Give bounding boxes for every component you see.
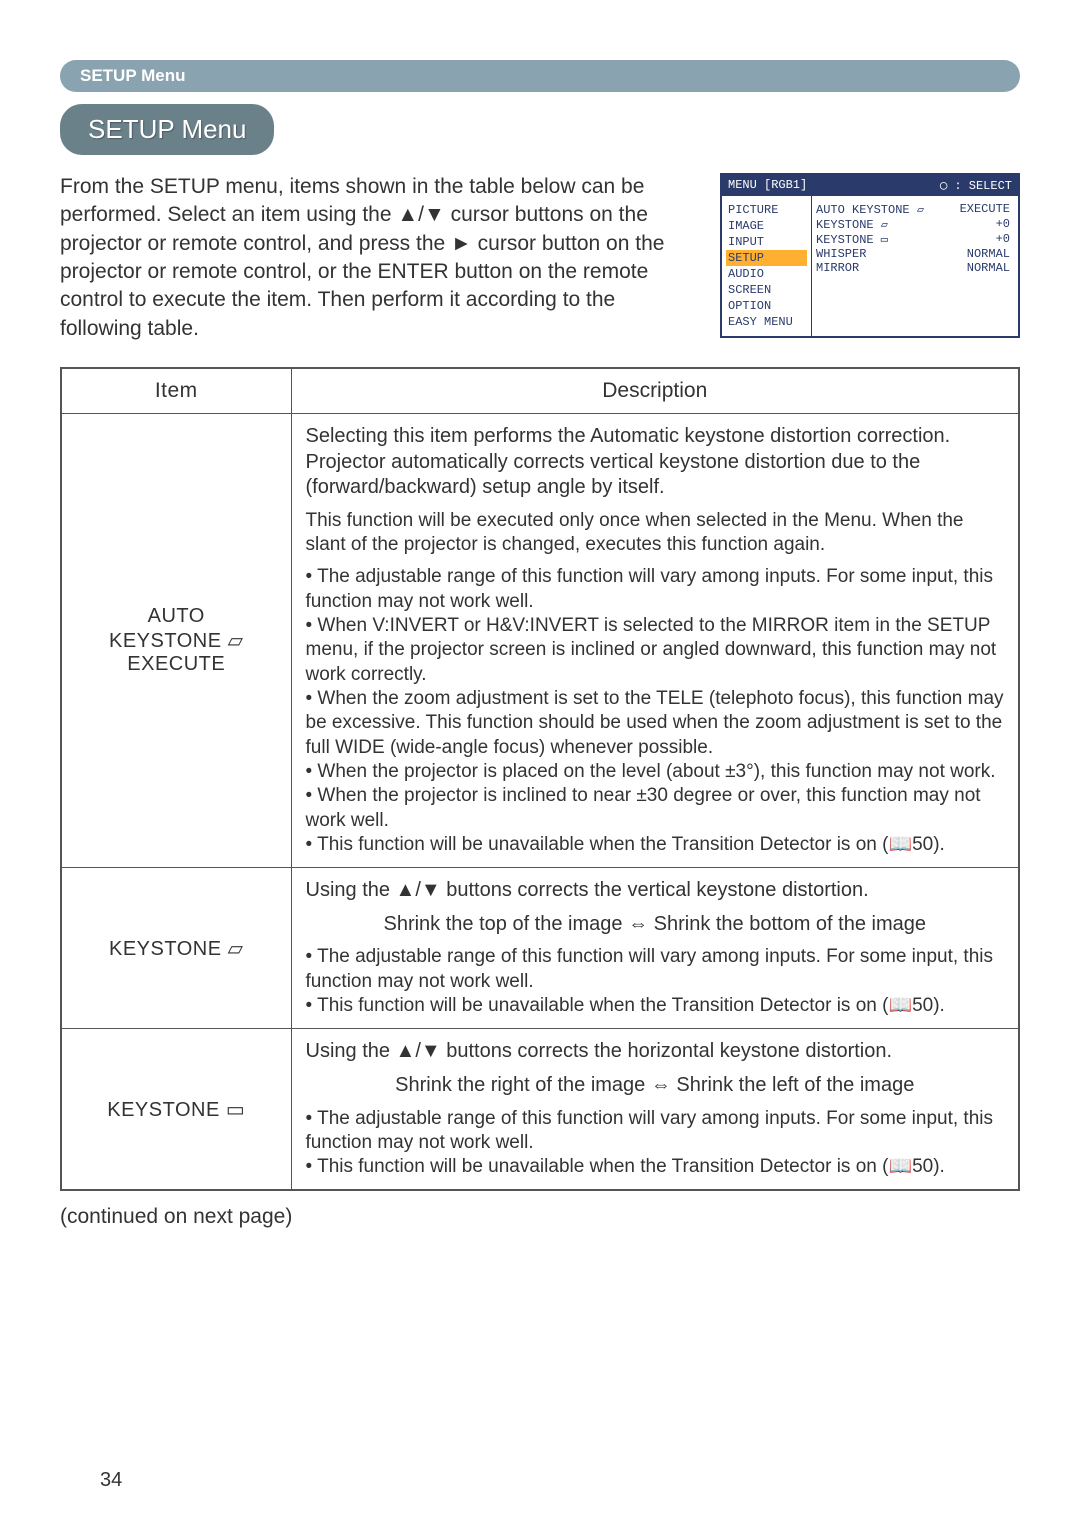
description-cell: Using the ▲/▼ buttons corrects the horiz… <box>291 1029 1019 1191</box>
osd-key: MIRROR <box>816 261 936 275</box>
item-cell: KEYSTONE ▱ <box>61 868 291 1029</box>
osd-value: NORMAL <box>936 247 1014 261</box>
osd-left-item: SCREEN <box>726 282 807 298</box>
osd-left-item: INPUT <box>726 234 807 250</box>
osd-left-item: EASY MENU <box>726 314 807 330</box>
osd-left-item: OPTION <box>726 298 807 314</box>
continued-note: (continued on next page) <box>60 1205 1020 1229</box>
description-paragraph: • The adjustable range of this function … <box>306 565 1005 857</box>
osd-value: +0 <box>936 217 1014 232</box>
description-paragraph: Selecting this item performs the Automat… <box>306 424 1005 501</box>
osd-title-right: ◯ : SELECT <box>940 178 1012 193</box>
osd-key: AUTO KEYSTONE ▱ <box>816 202 936 217</box>
osd-left-item: AUDIO <box>726 266 807 282</box>
table-row: KEYSTONE ▭ Using the ▲/▼ buttons corrects… <box>61 1029 1019 1191</box>
header-bar: SETUP Menu <box>60 60 1020 92</box>
osd-left-item: SETUP <box>726 250 807 266</box>
description-paragraph: • The adjustable range of this function … <box>306 945 1005 1018</box>
osd-value: EXECUTE <box>936 202 1014 217</box>
osd-right-list: AUTO KEYSTONE ▱EXECUTEKEYSTONE ▱+0KEYSTO… <box>812 196 1018 336</box>
description-paragraph: Using the ▲/▼ buttons corrects the verti… <box>306 878 1005 904</box>
page-title-chip: SETUP Menu <box>60 104 274 155</box>
table-row: KEYSTONE ▱ Using the ▲/▼ buttons corrects… <box>61 868 1019 1029</box>
osd-menu: MENU [RGB1] ◯ : SELECT PICTUREIMAGEINPUT… <box>720 173 1020 338</box>
th-item: Item <box>61 368 291 414</box>
osd-right-row: KEYSTONE ▭+0 <box>816 232 1014 247</box>
osd-key: KEYSTONE ▱ <box>816 217 936 232</box>
table-row: AUTO KEYSTONE ▱ EXECUTESelecting this it… <box>61 414 1019 868</box>
osd-title-left: MENU [RGB1] <box>728 178 807 193</box>
osd-left-item: PICTURE <box>726 202 807 218</box>
osd-right-row: MIRRORNORMAL <box>816 261 1014 275</box>
osd-value: NORMAL <box>936 261 1014 275</box>
description-cell: Using the ▲/▼ buttons corrects the verti… <box>291 868 1019 1029</box>
osd-left-item: IMAGE <box>726 218 807 234</box>
item-cell: AUTO KEYSTONE ▱ EXECUTE <box>61 414 291 868</box>
description-cell: Selecting this item performs the Automat… <box>291 414 1019 868</box>
intro-text: From the SETUP menu, items shown in the … <box>60 173 702 343</box>
th-description: Description <box>291 368 1019 414</box>
osd-left-list: PICTUREIMAGEINPUTSETUPAUDIOSCREENOPTIONE… <box>722 196 812 336</box>
osd-right-row: KEYSTONE ▱+0 <box>816 217 1014 232</box>
osd-value: +0 <box>936 232 1014 247</box>
osd-right-row: AUTO KEYSTONE ▱EXECUTE <box>816 202 1014 217</box>
description-paragraph: Using the ▲/▼ buttons corrects the horiz… <box>306 1039 1005 1065</box>
description-paragraph: Shrink the top of the image ⇔ Shrink the… <box>306 912 1005 938</box>
description-paragraph: • The adjustable range of this function … <box>306 1107 1005 1180</box>
osd-right-row: WHISPERNORMAL <box>816 247 1014 261</box>
osd-key: KEYSTONE ▭ <box>816 232 936 247</box>
osd-key: WHISPER <box>816 247 936 261</box>
description-paragraph: Shrink the right of the image ⇔ Shrink t… <box>306 1073 1005 1099</box>
item-cell: KEYSTONE ▭ <box>61 1029 291 1191</box>
setup-table: Item Description AUTO KEYSTONE ▱ EXECUTE… <box>60 367 1020 1191</box>
description-paragraph: This function will be executed only once… <box>306 509 1005 558</box>
page-number: 34 <box>100 1469 122 1492</box>
